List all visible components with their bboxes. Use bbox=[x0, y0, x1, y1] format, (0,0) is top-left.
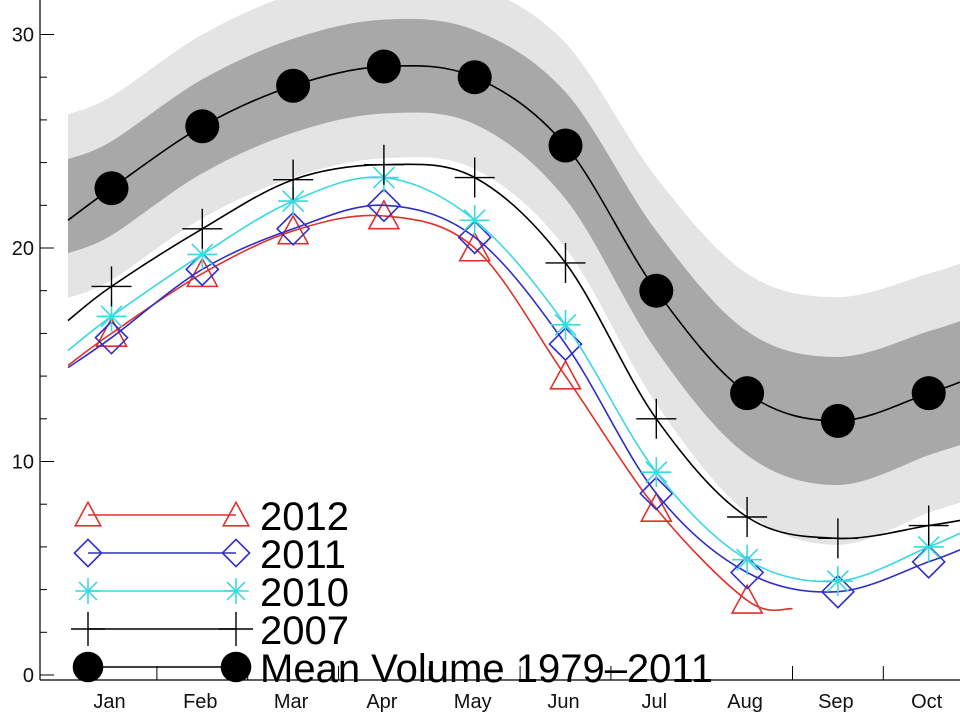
asterisk-marker bbox=[732, 544, 763, 575]
legend-label: Mean Volume 1979–2011 bbox=[260, 647, 713, 691]
y-tick-label: 10 bbox=[12, 452, 34, 474]
plus-marker bbox=[219, 612, 253, 646]
x-tick-label: Aug bbox=[727, 691, 763, 713]
asterisk-marker bbox=[822, 566, 853, 597]
x-tick-label: Jan bbox=[93, 691, 125, 713]
legend-item: 2010 bbox=[75, 571, 349, 615]
diamond-marker bbox=[366, 188, 402, 223]
circle-marker bbox=[366, 49, 401, 84]
series-mean-volume-1979-2011 bbox=[67, 49, 960, 438]
asterisk-marker bbox=[913, 531, 944, 562]
plus-marker bbox=[454, 157, 495, 198]
diamond-marker bbox=[275, 211, 311, 246]
legend-label: 2010 bbox=[260, 571, 349, 615]
plus-marker bbox=[71, 612, 105, 646]
plus-marker bbox=[908, 505, 949, 546]
y-tick-label: 30 bbox=[12, 25, 34, 47]
diamond-marker bbox=[820, 574, 856, 609]
series-2010 bbox=[67, 162, 960, 597]
series-line bbox=[67, 214, 793, 612]
diamond-marker bbox=[548, 326, 583, 362]
asterisk-marker bbox=[459, 205, 490, 236]
plus-marker bbox=[727, 497, 768, 538]
circle-marker bbox=[457, 60, 492, 95]
asterisk-marker bbox=[550, 309, 581, 340]
plus-marker bbox=[363, 144, 404, 185]
x-tick-label: Oct bbox=[911, 691, 943, 713]
diamond-marker bbox=[94, 320, 129, 355]
plus-marker bbox=[817, 518, 858, 559]
plus-marker bbox=[91, 266, 132, 307]
circle-marker bbox=[94, 171, 129, 206]
asterisk-marker bbox=[223, 578, 249, 604]
y-tick-label: 20 bbox=[12, 238, 34, 260]
legend-item: 2007 bbox=[71, 609, 349, 653]
series-2007 bbox=[67, 144, 960, 559]
legend-item: Mean Volume 1979–2011 bbox=[72, 647, 713, 691]
legend-label: 2007 bbox=[260, 609, 349, 653]
legend-label: 2011 bbox=[260, 533, 346, 577]
plus-marker bbox=[273, 159, 314, 200]
circle-marker bbox=[730, 376, 765, 411]
circle-marker bbox=[911, 376, 946, 411]
circle-marker bbox=[820, 403, 855, 438]
mean-spread-bands bbox=[68, 0, 960, 545]
axes: 0 10 20 30 Jan Feb Mar Apr May Jun Jul Aug Sep Oct bbox=[12, 0, 960, 713]
x-tick-label: Jul bbox=[642, 691, 668, 713]
triangle-marker bbox=[639, 491, 673, 523]
plus-marker bbox=[636, 398, 677, 439]
legend-label: 2012 bbox=[260, 495, 349, 539]
circle-marker bbox=[220, 651, 252, 683]
x-tick-label: Mar bbox=[274, 691, 309, 713]
triangle-marker bbox=[549, 359, 582, 390]
triangle-marker bbox=[221, 500, 251, 527]
diamond-marker bbox=[221, 538, 251, 568]
circle-marker bbox=[72, 651, 104, 683]
diamond-marker bbox=[457, 220, 492, 255]
circle-marker bbox=[185, 109, 220, 144]
x-tick-label: Apr bbox=[366, 691, 397, 713]
asterisk-marker bbox=[96, 301, 127, 332]
y-tick-label: 0 bbox=[23, 665, 34, 687]
circle-marker bbox=[639, 273, 674, 308]
circle-marker bbox=[276, 68, 311, 103]
x-tick-label: Jun bbox=[547, 691, 579, 713]
triangle-marker bbox=[73, 500, 103, 527]
series-lines bbox=[67, 49, 960, 614]
band-inner bbox=[68, 18, 960, 486]
circle-marker bbox=[548, 128, 583, 163]
triangle-marker bbox=[730, 583, 764, 614]
diamond-marker bbox=[729, 555, 765, 590]
diamond-marker bbox=[639, 476, 674, 511]
asterisk-marker bbox=[278, 186, 309, 217]
legend-item: 2012 bbox=[73, 495, 349, 539]
triangle-marker bbox=[276, 214, 310, 245]
x-tick-label: May bbox=[454, 691, 492, 713]
asterisk-marker bbox=[641, 457, 672, 488]
diamond-marker bbox=[73, 538, 103, 568]
asterisk-marker bbox=[187, 239, 218, 270]
plus-marker bbox=[545, 242, 586, 283]
x-tick-label: Feb bbox=[183, 691, 217, 713]
asterisk-marker bbox=[75, 578, 101, 604]
plus-marker bbox=[182, 208, 223, 249]
x-tick-label: Sep bbox=[818, 691, 854, 713]
legend-item: 2011 bbox=[73, 533, 346, 577]
